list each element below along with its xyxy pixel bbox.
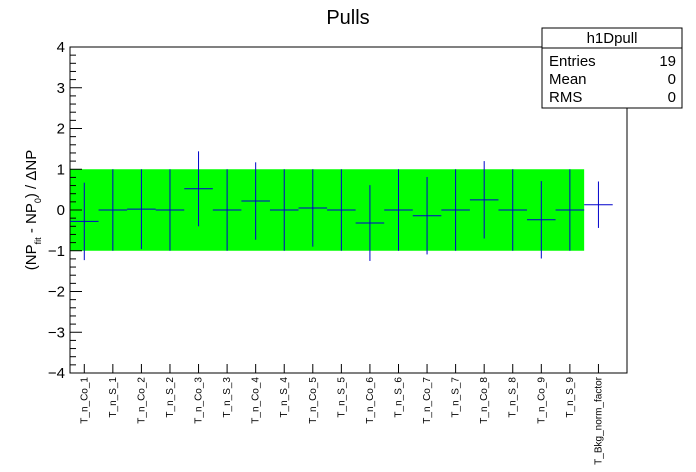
- stats-rms-label: RMS: [549, 89, 582, 106]
- stats-rms-value: 0: [668, 89, 676, 106]
- y-tick-label: −4: [48, 365, 65, 382]
- y-axis-label-part: - NP: [23, 203, 40, 237]
- y-tick-label: −2: [48, 284, 65, 301]
- pull-point: [498, 169, 528, 251]
- x-category-label: T_n_S_5: [336, 377, 347, 418]
- x-category-label: T_n_S_8: [508, 377, 519, 418]
- y-tick-label: 0: [57, 202, 65, 219]
- y-axis-label-sub: fit: [33, 237, 43, 245]
- pull-point: [355, 185, 385, 261]
- y-tick-label: 4: [57, 39, 65, 56]
- chart-title: Pulls: [326, 7, 369, 29]
- pull-point: [384, 169, 413, 251]
- x-category-label: T_n_S_9: [565, 377, 576, 418]
- y-axis-label-part: (NP: [23, 244, 40, 270]
- x-category-label: T_n_S_2: [165, 377, 176, 418]
- y-tick-label: −3: [48, 324, 65, 341]
- x-category-label: T_n_S_3: [222, 377, 233, 418]
- y-tick-label: 2: [57, 121, 65, 138]
- y-axis-label-part: ) / ΔNP: [23, 150, 40, 198]
- pull-point: [327, 169, 356, 251]
- pull-point: [70, 182, 99, 261]
- pull-point: [527, 181, 556, 259]
- x-category-label: T_n_Co_1: [79, 377, 90, 424]
- pull-point: [127, 169, 156, 250]
- pull-point: [412, 176, 442, 255]
- y-tick-label: 1: [57, 161, 65, 178]
- x-category-label: T_n_Co_7: [422, 377, 433, 424]
- x-category-label: T_n_S_7: [451, 377, 462, 418]
- x-category-label: T_n_Co_9: [536, 377, 547, 424]
- stats-mean-value: 0: [668, 71, 676, 88]
- stats-entries-value: 19: [659, 53, 676, 70]
- pull-point: [241, 162, 270, 240]
- pull-point: [98, 169, 128, 251]
- x-category-label: T_n_Co_5: [308, 377, 319, 424]
- x-category-label: T_n_Co_8: [479, 377, 490, 424]
- pull-point: [155, 169, 185, 251]
- pull-point: [184, 151, 213, 227]
- x-category-label: T_n_Co_4: [251, 377, 262, 424]
- y-axis-label-sub: 0: [33, 198, 43, 203]
- stats-title: h1Dpull: [587, 30, 638, 47]
- pull-point: [269, 169, 299, 251]
- x-category-label: T_n_Co_3: [194, 377, 205, 424]
- x-category-label: T_Bkg_norm_factor: [593, 376, 604, 464]
- stats-entries-label: Entries: [549, 53, 596, 70]
- pull-point: [441, 169, 470, 251]
- stats-box-frame: [541, 27, 683, 109]
- pull-point: [212, 169, 242, 251]
- stats-box: h1Dpull Entries 19 Mean 0 RMS 0: [541, 27, 683, 109]
- x-category-label: T_n_S_6: [393, 377, 404, 418]
- y-tick-label: −1: [48, 243, 65, 260]
- pull-point: [298, 169, 328, 247]
- y-tick-label: 3: [57, 80, 65, 97]
- pull-point: [469, 161, 499, 239]
- x-category-label: T_n_S_4: [279, 377, 290, 418]
- x-category-label: T_n_Co_2: [136, 377, 147, 424]
- x-category-label: T_n_Co_6: [365, 377, 376, 424]
- stats-mean-label: Mean: [549, 71, 587, 88]
- pull-point: [555, 169, 585, 251]
- pull-point: [584, 181, 613, 228]
- y-axis-label: (NPfit - NP0) / ΔNP: [23, 150, 43, 270]
- x-category-label: T_n_S_1: [108, 377, 119, 418]
